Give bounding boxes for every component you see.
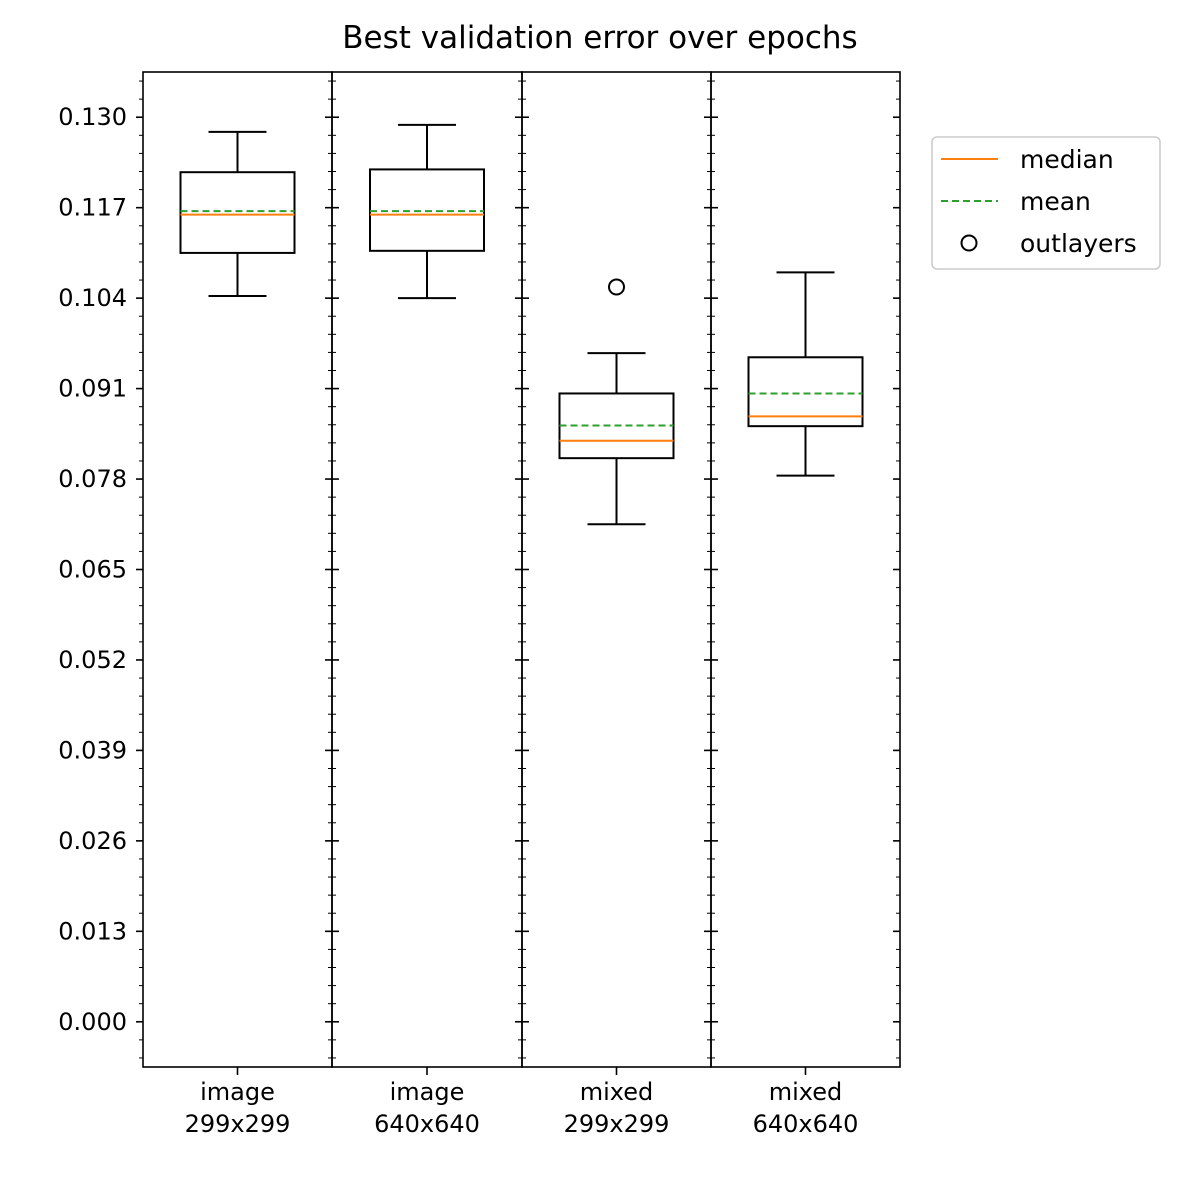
- box-iqr: [747, 356, 864, 428]
- x-tick-label-line1: image: [390, 1078, 465, 1106]
- x-tick-label-line2: 640x640: [753, 1110, 859, 1138]
- y-tick-label: 0.091: [58, 375, 127, 403]
- panel-frame: [331, 71, 523, 1068]
- x-tick-label-line1: image: [200, 1078, 275, 1106]
- box-3: [558, 278, 675, 526]
- legend-frame: [931, 136, 1161, 270]
- legend-item-mean: mean: [941, 187, 1091, 216]
- panel-frame: [710, 71, 901, 1068]
- x-tick-label-line2: 299x299: [185, 1110, 291, 1138]
- box-4: [747, 271, 864, 477]
- x-tick-label-line1: mixed: [769, 1078, 843, 1106]
- x-tick-label-line2: 299x299: [564, 1110, 670, 1138]
- y-tick-label: 0.078: [58, 465, 127, 493]
- outlier-point: [608, 278, 625, 296]
- legend-label: outlayers: [1020, 229, 1137, 258]
- legend-item-median: median: [941, 145, 1114, 174]
- y-tick-label: 0.052: [58, 646, 127, 674]
- y-axis: 0.000 0.013 0.026 0.039 0.052 0.065 0.078 0.091…: [58, 80, 900, 1059]
- y-tick-label: 0.000: [58, 1008, 127, 1036]
- legend-outlier-swatch: [960, 234, 978, 252]
- legend-label: mean: [1020, 187, 1091, 216]
- y-tick-label: 0.013: [58, 917, 127, 945]
- panel-frame: [142, 71, 333, 1068]
- panel-frame: [521, 71, 712, 1068]
- y-tick-label: 0.130: [58, 103, 127, 131]
- y-tick-label: 0.065: [58, 556, 127, 584]
- x-tick-label-line1: mixed: [580, 1078, 654, 1106]
- legend-label: median: [1020, 145, 1114, 174]
- legend-item-outlayers: outlayers: [960, 229, 1137, 258]
- chart-title: Best validation error over epochs: [342, 20, 857, 56]
- y-tick-label: 0.026: [58, 827, 127, 855]
- legend: median mean outlayers: [931, 136, 1161, 270]
- box-1: [179, 130, 296, 298]
- box-iqr: [179, 171, 296, 254]
- y-tick-label: 0.117: [58, 194, 127, 222]
- y-tick-label: 0.039: [58, 736, 127, 764]
- x-tick-label-line2: 640x640: [374, 1110, 480, 1138]
- x-axis: image 299x299 image 640x640 mixed 299x299 mixe…: [185, 1067, 859, 1138]
- box-2: [369, 123, 485, 300]
- y-tick-label: 0.104: [58, 284, 127, 312]
- box-iqr: [369, 168, 485, 252]
